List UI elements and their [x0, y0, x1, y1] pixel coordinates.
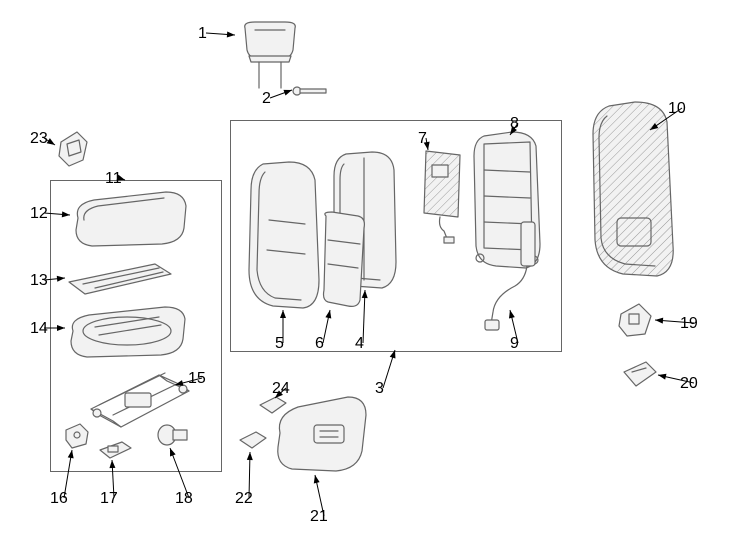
bracket-a	[62, 420, 92, 450]
callout-label-2: 2	[262, 90, 271, 108]
headrest-bolt	[292, 84, 328, 96]
clip	[55, 130, 90, 168]
callout-label-9: 9	[510, 335, 519, 353]
callout-label-18: 18	[175, 490, 193, 508]
seat-back-panel	[585, 100, 680, 280]
connector-a	[238, 430, 268, 452]
callout-label-5: 5	[275, 335, 284, 353]
callout-label-22: 22	[235, 490, 253, 508]
callout-label-1: 1	[198, 25, 207, 43]
callout-label-14: 14	[30, 320, 48, 338]
seat-cushion-heater	[65, 260, 175, 300]
control-module	[418, 145, 468, 245]
seat-cushion-pad	[65, 305, 190, 360]
switch-b	[620, 360, 658, 390]
connector-b	[258, 395, 288, 417]
callout-label-7: 7	[418, 130, 427, 148]
callout-label-10: 10	[668, 100, 686, 118]
callout-label-12: 12	[30, 205, 48, 223]
callout-label-20: 20	[680, 375, 698, 393]
callout-label-17: 17	[100, 490, 118, 508]
bracket-b	[98, 440, 133, 462]
callout-label-4: 4	[355, 335, 364, 353]
diagram-stage: { "canvas": {"w":734,"h":540,"bg":"#ffff…	[0, 0, 734, 540]
seat-back-pad	[320, 210, 368, 310]
seat-cushion-cover	[70, 190, 190, 250]
callout-label-11: 11	[105, 170, 122, 188]
heater-cable	[485, 220, 545, 335]
callout-label-21: 21	[310, 508, 328, 526]
seat-back-cushion	[245, 160, 325, 310]
callout-label-23: 23	[30, 130, 48, 148]
callout-label-13: 13	[30, 272, 48, 290]
switch-a	[615, 300, 655, 340]
callout-label-24: 24	[272, 380, 290, 398]
callout-label-6: 6	[315, 335, 324, 353]
motor	[155, 420, 189, 450]
callout-label-16: 16	[50, 490, 68, 508]
callout-label-8: 8	[510, 115, 519, 133]
callout-label-19: 19	[680, 315, 698, 333]
callout-label-3: 3	[375, 380, 384, 398]
headrest	[235, 20, 305, 90]
callout-label-15: 15	[188, 370, 206, 388]
